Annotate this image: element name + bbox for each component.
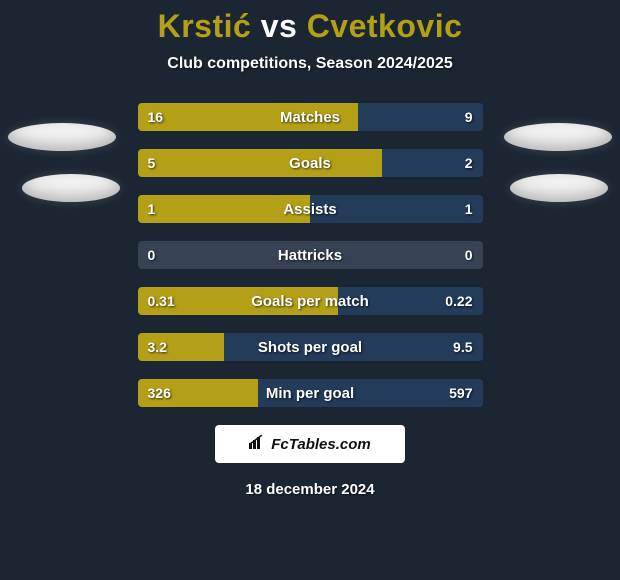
stat-value-player2: 9 <box>465 103 473 131</box>
chart-icon <box>249 435 267 453</box>
stat-row: Assists1 1 <box>138 195 483 223</box>
snapshot-date: 18 december 2024 <box>0 481 620 498</box>
comparison-card: Krstić vs Cvetkovic Club competitions, S… <box>0 0 620 580</box>
page-title: Krstić vs Cvetkovic <box>0 8 620 45</box>
stat-value-player1: 0 <box>148 241 156 269</box>
stat-value-player1: 3.2 <box>148 333 167 361</box>
stat-value-player1: 326 <box>148 379 171 407</box>
stat-label: Min per goal <box>138 379 483 407</box>
subtitle: Club competitions, Season 2024/2025 <box>0 55 620 73</box>
stat-row: Min per goal326 597 <box>138 379 483 407</box>
stat-value-player1: 5 <box>148 149 156 177</box>
player2-photo <box>504 123 612 151</box>
stat-value-player2: 2 <box>465 149 473 177</box>
stat-value-player2: 597 <box>449 379 472 407</box>
stat-label: Shots per goal <box>138 333 483 361</box>
stat-row: Shots per goal3.2 9.5 <box>138 333 483 361</box>
stat-value-player1: 1 <box>148 195 156 223</box>
stat-row: Goals5 2 <box>138 149 483 177</box>
stat-value-player1: 16 <box>148 103 164 131</box>
fctables-logo[interactable]: FcTables.com <box>215 425 405 463</box>
stat-row: Matches16 9 <box>138 103 483 131</box>
stat-label: Hattricks <box>138 241 483 269</box>
player1-photo-secondary <box>22 174 120 202</box>
stat-value-player2: 1 <box>465 195 473 223</box>
player1-photo <box>8 123 116 151</box>
stat-value-player2: 0.22 <box>445 287 472 315</box>
stat-row: Goals per match0.31 0.22 <box>138 287 483 315</box>
stat-label: Matches <box>138 103 483 131</box>
stat-value-player2: 9.5 <box>453 333 472 361</box>
stat-label: Goals <box>138 149 483 177</box>
player2-photo-secondary <box>510 174 608 202</box>
stat-label: Goals per match <box>138 287 483 315</box>
logo-text: FcTables.com <box>271 436 370 453</box>
title-player1: Krstić <box>158 8 252 44</box>
stat-value-player2: 0 <box>465 241 473 269</box>
title-vs: vs <box>261 8 298 44</box>
title-player2: Cvetkovic <box>307 8 463 44</box>
stat-row: Hattricks0 0 <box>138 241 483 269</box>
stats-panel: Matches16 9 Goals5 2 Assists1 1 Hattricks0 0 Goa… <box>138 103 483 407</box>
stat-value-player1: 0.31 <box>148 287 175 315</box>
stat-label: Assists <box>138 195 483 223</box>
